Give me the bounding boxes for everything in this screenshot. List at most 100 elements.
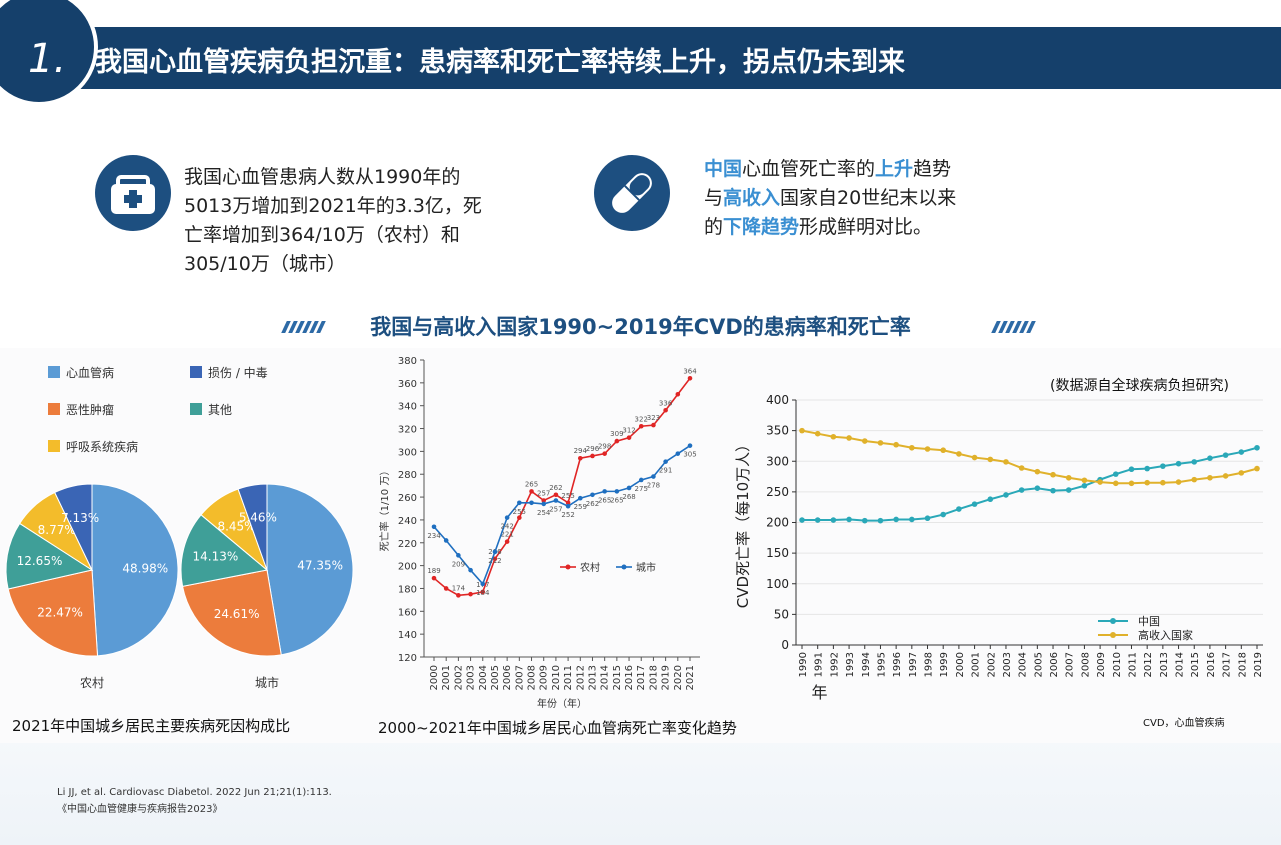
x-tick-label: 2006 xyxy=(502,665,513,690)
data-label: 252 xyxy=(561,511,574,519)
data-label: 242 xyxy=(500,523,513,531)
data-point xyxy=(814,430,821,437)
data-label: 265 xyxy=(525,480,538,488)
data-point xyxy=(517,500,522,506)
info-left-line: 5013万增加到2021年的3.3亿，死 xyxy=(184,195,482,217)
legend-label: 恶性肿瘤 xyxy=(66,402,114,417)
cvd-mortality-chart: 0 50 100 150 200 250 300 350 400 1990 1991 1992 1993… xyxy=(734,393,1264,702)
info-left-line: 我国心血管患病人数从1990年的 xyxy=(184,166,461,188)
x-tick-label: 2001 xyxy=(971,652,982,677)
data-point xyxy=(626,485,632,491)
y-axis-label: CVD死亡率（每10万人） xyxy=(734,437,752,608)
pie-slice-label: 24.61% xyxy=(214,607,260,621)
x-tick-label: 2010 xyxy=(551,665,562,690)
data-point xyxy=(468,591,473,597)
legend-label: 农村 xyxy=(580,561,600,574)
data-point xyxy=(1254,465,1260,472)
data-point xyxy=(687,443,693,448)
series-line xyxy=(433,445,691,586)
data-label: 298 xyxy=(598,443,611,451)
pie-slice-label: 47.35% xyxy=(297,559,343,573)
data-point xyxy=(541,498,547,503)
data-point xyxy=(651,422,656,428)
data-point xyxy=(1081,482,1088,489)
x-tick-label: 2017 xyxy=(636,665,647,690)
data-point xyxy=(626,435,632,440)
y-tick-label: 300 xyxy=(766,454,789,468)
pie-slice-label: 12.65% xyxy=(17,554,63,568)
text: 国家自20世纪末以来 xyxy=(780,187,957,209)
data-point xyxy=(1112,471,1119,477)
x-tick-label: 2007 xyxy=(514,665,525,690)
data-label: 189 xyxy=(427,567,440,575)
y-tick-label: 100 xyxy=(766,577,789,591)
legend-swatch xyxy=(48,366,60,378)
x-tick-label: 2005 xyxy=(1033,652,1044,677)
pie-slice xyxy=(7,569,99,657)
highlight-china: 中国 xyxy=(704,158,743,180)
pie-slice-label: 5.46% xyxy=(239,510,277,524)
x-tick-label: 2014 xyxy=(1175,652,1186,677)
data-point xyxy=(877,440,884,446)
info-right-text: 中国心血管死亡率的上升趋势 与高收入国家自20世纪末以来 的下降趋势形成鲜明对比… xyxy=(704,155,956,242)
text: 与 xyxy=(704,187,724,209)
info-left-text: 我国心血管患病人数从1990年的 5013万增加到2021年的3.3亿，死 亡率… xyxy=(184,163,482,279)
data-point xyxy=(1081,477,1088,484)
data-point xyxy=(456,593,461,598)
pie-title: 农村 xyxy=(80,676,104,690)
x-tick-label: 2002 xyxy=(986,652,997,677)
x-tick-label: 2012 xyxy=(1143,652,1154,677)
y-tick-label: 150 xyxy=(766,546,789,560)
pie-slice xyxy=(237,483,268,571)
data-label: 174 xyxy=(452,584,466,592)
data-label: 291 xyxy=(659,467,672,475)
data-point xyxy=(456,553,461,558)
pie-slice-label: 48.98% xyxy=(122,561,168,575)
x-tick-label: 2006 xyxy=(1049,652,1060,677)
data-point xyxy=(443,586,449,591)
x-tick-label: 2013 xyxy=(587,665,598,690)
data-point xyxy=(565,503,571,509)
data-point xyxy=(1238,449,1245,455)
data-point xyxy=(1238,470,1245,476)
data-label: 265 xyxy=(598,496,611,504)
x-tick-label: 2007 xyxy=(1065,652,1076,677)
pill-icon xyxy=(594,155,670,231)
data-point xyxy=(971,454,978,461)
data-point xyxy=(940,511,947,518)
data-point xyxy=(1018,465,1025,471)
data-label: 323 xyxy=(647,414,660,422)
series-line xyxy=(801,429,1258,485)
text: 心血管死亡率的 xyxy=(742,158,876,180)
info-left-line: 亡率增加到364/10万（农村）和 xyxy=(184,224,460,246)
y-tick-label: 220 xyxy=(398,539,417,550)
legend-swatch xyxy=(190,366,202,378)
x-tick-label: 2000 xyxy=(955,652,966,677)
info-right-line-1: 中国心血管死亡率的上升趋势 xyxy=(704,155,956,184)
reference-1: Li JJ, et al. Cardiovasc Diabetol. 2022 … xyxy=(57,787,332,798)
x-tick-label: 2015 xyxy=(612,665,623,690)
data-point xyxy=(1207,474,1213,481)
data-point xyxy=(614,438,620,444)
x-tick-label: 2009 xyxy=(1096,652,1107,677)
data-point xyxy=(577,495,583,501)
data-label: 265 xyxy=(610,496,623,504)
data-point xyxy=(675,451,681,456)
y-tick-label: 260 xyxy=(398,493,417,504)
data-point xyxy=(468,567,473,573)
data-point xyxy=(529,489,534,494)
data-point xyxy=(492,549,498,555)
data-label: 255 xyxy=(513,508,526,516)
pie-slice xyxy=(91,483,179,657)
legend-swatch xyxy=(48,403,60,415)
data-point xyxy=(846,516,852,523)
data-point xyxy=(861,438,868,444)
data-point xyxy=(909,444,915,451)
y-tick-label: 200 xyxy=(766,516,789,530)
y-tick-label: 300 xyxy=(398,447,417,458)
decor-stripes-right xyxy=(991,318,1036,337)
x-tick-label: 2018 xyxy=(648,665,659,690)
data-point xyxy=(1175,460,1182,467)
y-tick-label: 400 xyxy=(766,393,789,407)
